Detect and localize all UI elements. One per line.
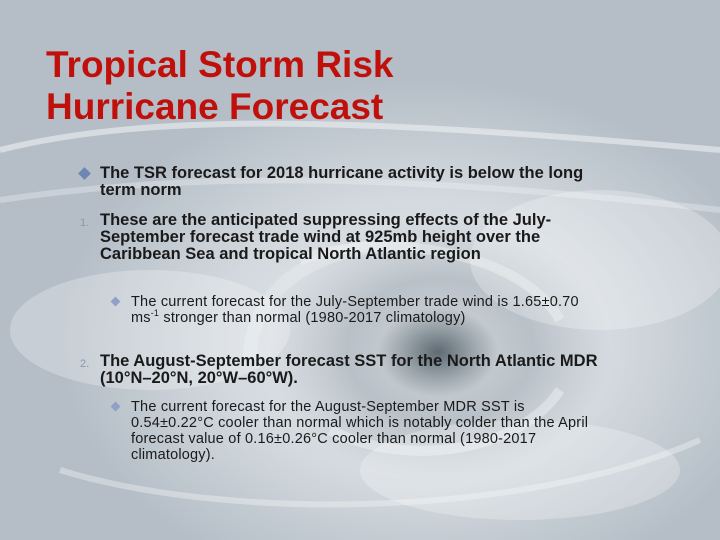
bullet-item-tsr-forecast: The TSR forecast for 2018 hurricane acti… (78, 164, 600, 199)
sub-bullet-text: The current forecast for the July-Septem… (131, 294, 580, 326)
diamond-bullet-icon (110, 401, 121, 412)
numbered-text: The August-September forecast SST for th… (100, 352, 598, 387)
diamond-bullet-icon (78, 167, 91, 180)
numbered-item-2: 2. The August-September forecast SST for… (80, 353, 600, 387)
text-after-superscript: stronger than normal (1980-2017 climatol… (159, 310, 466, 326)
superscript-unit: -1 (150, 308, 160, 319)
sub-bullet-text: The current forecast for the August-Sept… (131, 399, 589, 463)
diamond-bullet-icon (110, 296, 121, 307)
sub-bullet-trade-wind: The current forecast for the July-Septem… (110, 294, 580, 326)
sub-bullet-mdr-sst: The current forecast for the August-Sept… (110, 399, 590, 463)
title-line-2: Hurricane Forecast (46, 86, 384, 127)
item-number: 2. (80, 358, 90, 370)
numbered-text: These are the anticipated suppressing ef… (100, 211, 552, 263)
numbered-item-1: 1. These are the anticipated suppressing… (80, 212, 600, 263)
bullet-text: The TSR forecast for 2018 hurricane acti… (100, 164, 584, 199)
title-line-1: Tropical Storm Risk (46, 44, 394, 85)
item-number: 1. (80, 217, 90, 229)
slide-title: Tropical Storm Risk Hurricane Forecast (46, 44, 666, 128)
text-before-superscript: The current forecast for the July-Septem… (131, 294, 579, 326)
